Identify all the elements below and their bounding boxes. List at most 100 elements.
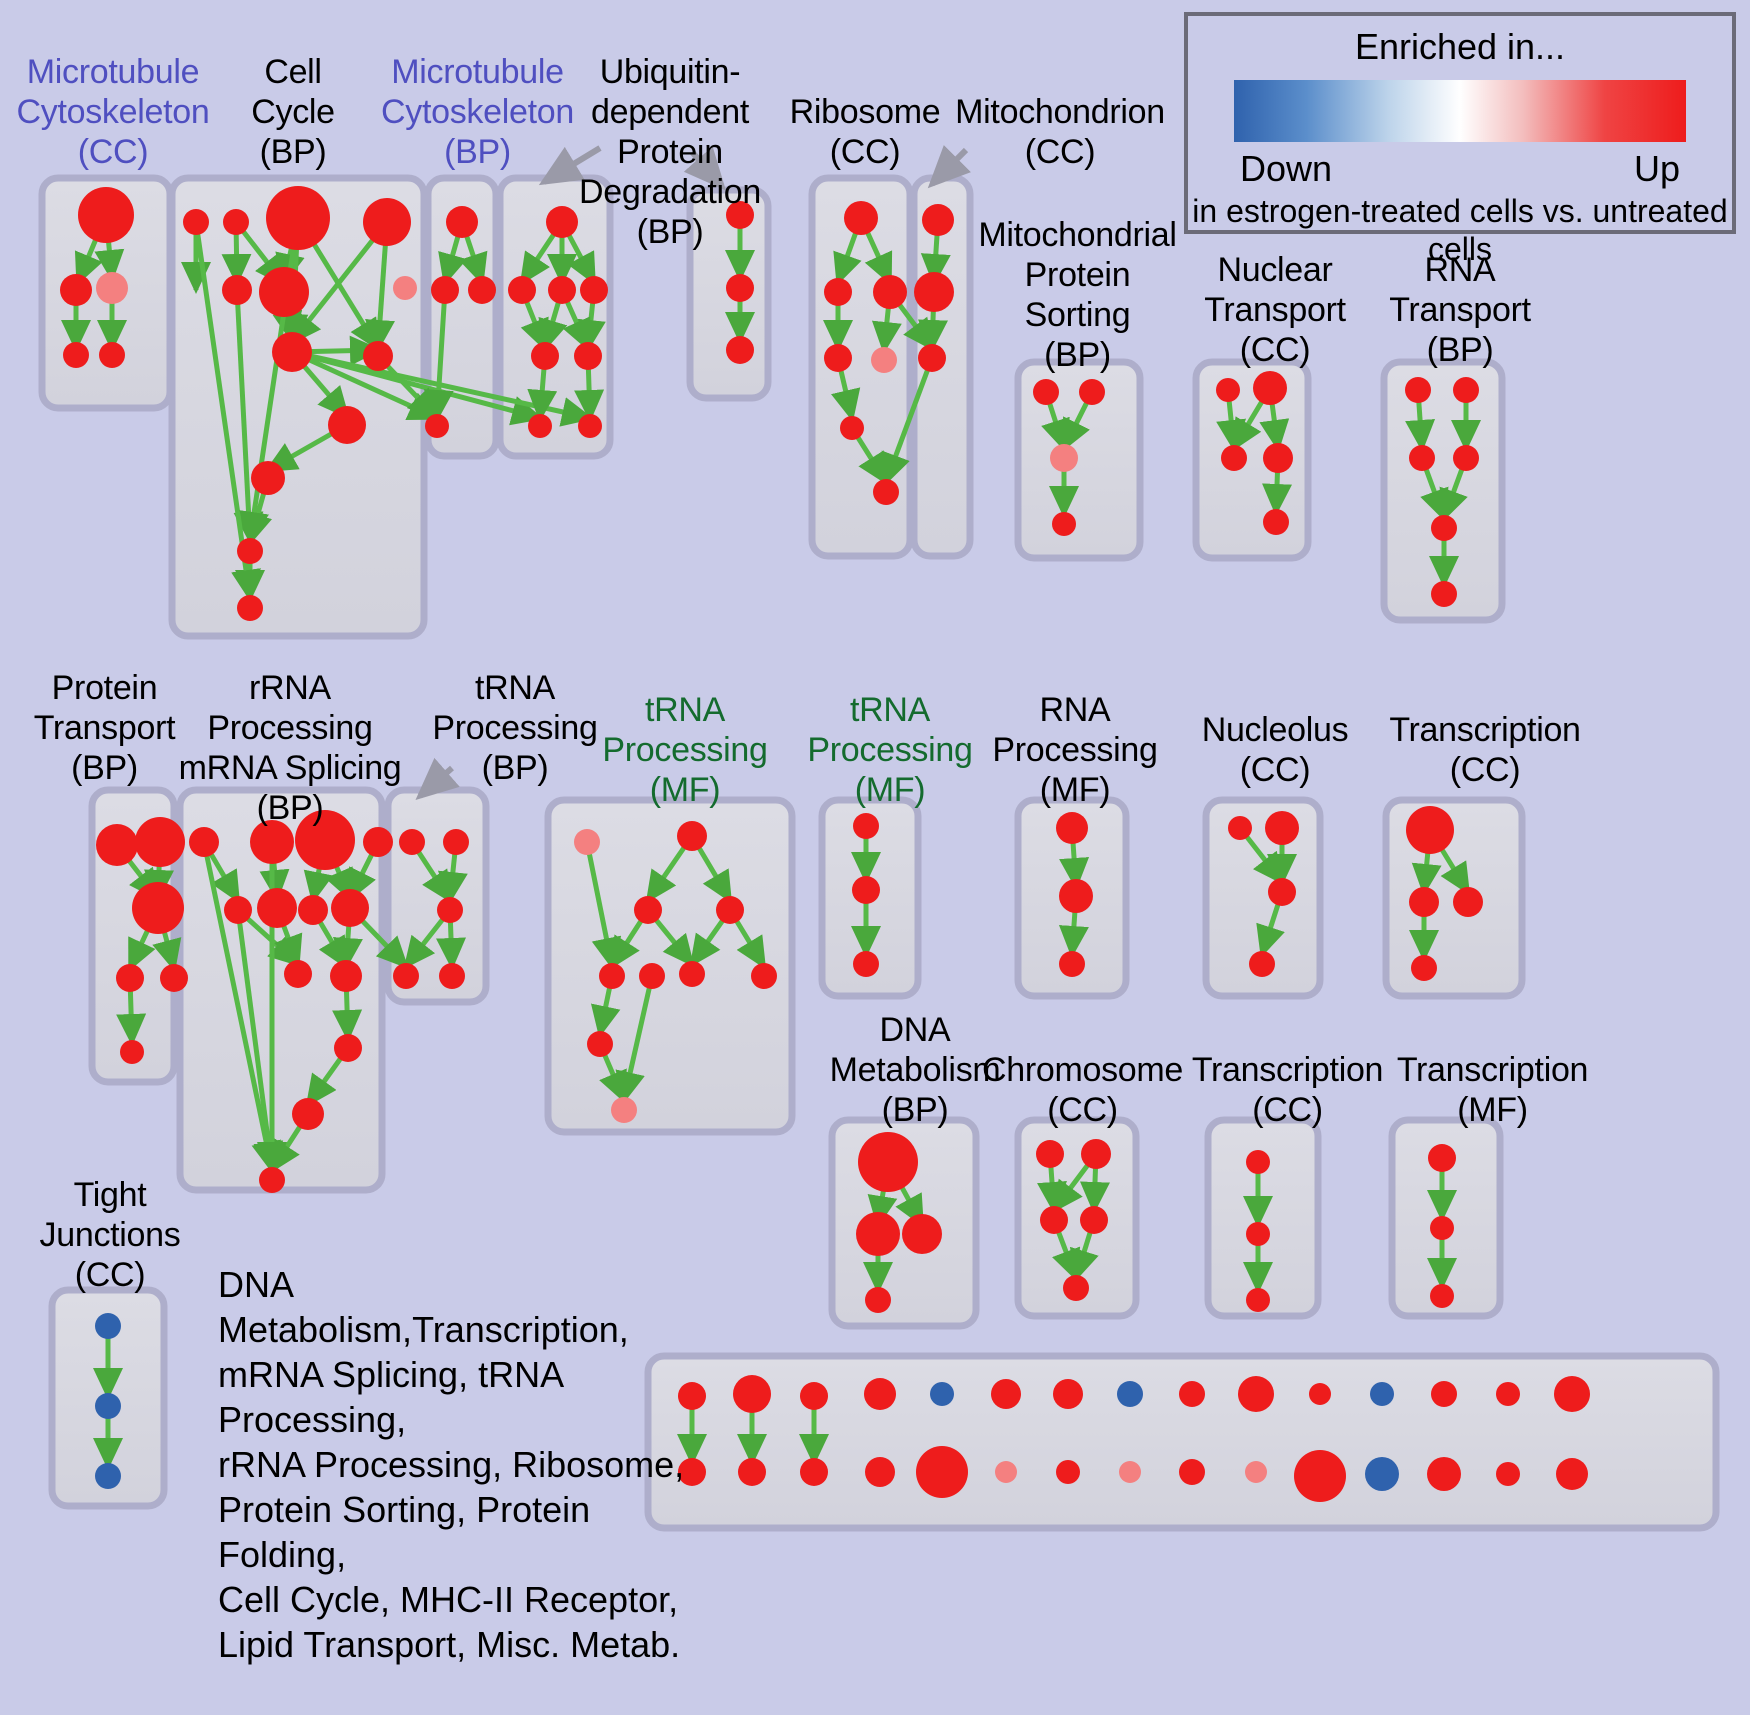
graph-node[interactable] — [1119, 1461, 1141, 1483]
graph-node[interactable] — [1370, 1382, 1394, 1406]
graph-node[interactable] — [716, 896, 744, 924]
graph-node[interactable] — [259, 1167, 285, 1193]
graph-node[interactable] — [1496, 1462, 1520, 1486]
graph-node[interactable] — [873, 479, 899, 505]
graph-node[interactable] — [1430, 1216, 1454, 1240]
graph-node[interactable] — [1263, 509, 1289, 535]
graph-node[interactable] — [60, 274, 92, 306]
graph-node[interactable] — [738, 1458, 766, 1486]
graph-node[interactable] — [443, 829, 469, 855]
graph-node[interactable] — [726, 201, 754, 229]
graph-node[interactable] — [189, 827, 219, 857]
graph-node[interactable] — [580, 276, 608, 304]
graph-node[interactable] — [1056, 812, 1088, 844]
graph-node[interactable] — [251, 461, 285, 495]
graph-node[interactable] — [96, 272, 128, 304]
graph-node[interactable] — [864, 1378, 896, 1410]
graph-node[interactable] — [1453, 887, 1483, 917]
graph-node[interactable] — [223, 209, 249, 235]
graph-node[interactable] — [237, 538, 263, 564]
graph-node[interactable] — [1453, 445, 1479, 471]
graph-node[interactable] — [1294, 1450, 1346, 1502]
graph-node[interactable] — [328, 406, 366, 444]
graph-node[interactable] — [1238, 1376, 1274, 1412]
graph-node[interactable] — [1246, 1222, 1270, 1246]
graph-node[interactable] — [1409, 887, 1439, 917]
graph-node[interactable] — [824, 344, 852, 372]
graph-node[interactable] — [991, 1379, 1021, 1409]
graph-node[interactable] — [1052, 512, 1076, 536]
graph-node[interactable] — [853, 813, 879, 839]
graph-node[interactable] — [1309, 1383, 1331, 1405]
graph-node[interactable] — [1365, 1457, 1399, 1491]
graph-node[interactable] — [1427, 1457, 1461, 1491]
graph-node[interactable] — [250, 820, 294, 864]
graph-node[interactable] — [865, 1457, 895, 1487]
graph-node[interactable] — [678, 1382, 706, 1410]
graph-node[interactable] — [183, 209, 209, 235]
graph-node[interactable] — [726, 274, 754, 302]
graph-node[interactable] — [257, 888, 297, 928]
graph-node[interactable] — [578, 414, 602, 438]
graph-node[interactable] — [528, 414, 552, 438]
graph-node[interactable] — [295, 810, 355, 870]
graph-node[interactable] — [363, 827, 393, 857]
graph-node[interactable] — [930, 1382, 954, 1406]
graph-node[interactable] — [1431, 1381, 1457, 1407]
graph-node[interactable] — [1079, 379, 1105, 405]
graph-node[interactable] — [916, 1446, 968, 1498]
graph-node[interactable] — [1556, 1458, 1588, 1490]
graph-node[interactable] — [135, 817, 185, 867]
graph-node[interactable] — [363, 198, 411, 246]
graph-node[interactable] — [120, 1040, 144, 1064]
graph-node[interactable] — [914, 272, 954, 312]
graph-node[interactable] — [1033, 379, 1059, 405]
graph-node[interactable] — [437, 897, 463, 923]
graph-node[interactable] — [1036, 1140, 1064, 1168]
graph-node[interactable] — [1431, 581, 1457, 607]
graph-node[interactable] — [1040, 1206, 1068, 1234]
graph-node[interactable] — [222, 275, 252, 305]
graph-node[interactable] — [1117, 1381, 1143, 1407]
graph-node[interactable] — [1245, 1461, 1267, 1483]
graph-node[interactable] — [853, 951, 879, 977]
graph-node[interactable] — [587, 1031, 613, 1057]
graph-node[interactable] — [1405, 377, 1431, 403]
graph-node[interactable] — [1228, 816, 1252, 840]
graph-node[interactable] — [548, 276, 576, 304]
graph-node[interactable] — [63, 342, 89, 368]
graph-node[interactable] — [865, 1287, 891, 1313]
graph-node[interactable] — [95, 1313, 121, 1339]
graph-node[interactable] — [546, 206, 578, 238]
graph-node[interactable] — [1431, 515, 1457, 541]
graph-node[interactable] — [858, 1132, 918, 1192]
graph-node[interactable] — [393, 963, 419, 989]
graph-node[interactable] — [1059, 951, 1085, 977]
graph-node[interactable] — [1246, 1288, 1270, 1312]
graph-node[interactable] — [1253, 371, 1287, 405]
graph-node[interactable] — [634, 896, 662, 924]
graph-node[interactable] — [95, 1463, 121, 1489]
graph-node[interactable] — [116, 964, 144, 992]
graph-node[interactable] — [1265, 811, 1299, 845]
graph-node[interactable] — [574, 829, 600, 855]
graph-node[interactable] — [1053, 1379, 1083, 1409]
graph-node[interactable] — [611, 1097, 637, 1123]
graph-node[interactable] — [995, 1461, 1017, 1483]
graph-node[interactable] — [1263, 443, 1293, 473]
graph-node[interactable] — [679, 961, 705, 987]
graph-node[interactable] — [439, 963, 465, 989]
graph-node[interactable] — [508, 276, 536, 304]
graph-node[interactable] — [677, 821, 707, 851]
graph-node[interactable] — [298, 895, 328, 925]
graph-node[interactable] — [330, 960, 362, 992]
graph-node[interactable] — [1268, 878, 1296, 906]
graph-node[interactable] — [334, 1034, 362, 1062]
graph-node[interactable] — [852, 876, 880, 904]
graph-node[interactable] — [639, 963, 665, 989]
graph-node[interactable] — [918, 344, 946, 372]
graph-node[interactable] — [266, 186, 330, 250]
graph-node[interactable] — [800, 1382, 828, 1410]
graph-node[interactable] — [393, 276, 417, 300]
graph-node[interactable] — [1081, 1139, 1111, 1169]
